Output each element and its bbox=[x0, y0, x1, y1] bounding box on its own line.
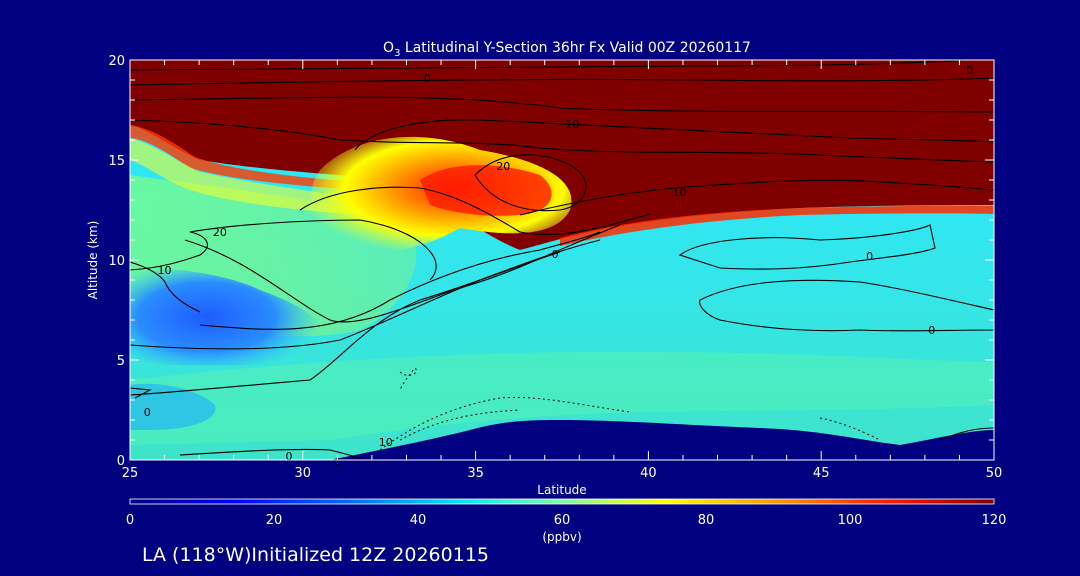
low-ozone-pocket bbox=[130, 268, 322, 366]
colorbar-ticks: 0 20 40 60 80 100 120 bbox=[126, 513, 1007, 528]
colorbar-tick-label: 0 bbox=[126, 513, 134, 528]
footer-initialization-text: LA (118°W)Initialized 12Z 20260115 bbox=[142, 544, 489, 566]
contour-labels: 0 0 10 20 10 20 10 0 0 0 0 0 0 10 bbox=[144, 64, 974, 469]
x-tick-label: 40 bbox=[640, 466, 657, 481]
lower-troposphere-band bbox=[130, 351, 994, 445]
contour-label: 10 bbox=[158, 264, 172, 277]
contour-label: 10 bbox=[673, 186, 687, 199]
contour-label: 0 bbox=[552, 248, 559, 261]
colorbar-tick-label: 80 bbox=[698, 513, 715, 528]
boundary-blue-pocket bbox=[130, 383, 216, 430]
y-tick-label: 5 bbox=[117, 354, 125, 369]
x-tick-label: 50 bbox=[986, 466, 1003, 481]
tropopause-transition bbox=[560, 205, 994, 246]
fold-yellow-fringe bbox=[130, 138, 370, 215]
contour-label: 10 bbox=[565, 118, 579, 131]
contour-label: 0 bbox=[334, 456, 341, 469]
colorbar-tick-label: 120 bbox=[982, 513, 1007, 528]
contour-label: 0 bbox=[928, 324, 935, 337]
x-tick-label: 30 bbox=[295, 466, 312, 481]
colorbar-tick-label: 100 bbox=[838, 513, 863, 528]
colorbar-tick-label: 20 bbox=[266, 513, 283, 528]
contour-label: 20 bbox=[213, 226, 227, 239]
colorbar bbox=[129, 498, 995, 505]
y-tick-label: 15 bbox=[108, 154, 125, 169]
ozone-field bbox=[130, 60, 994, 460]
y-axis-label: Altitude (km) bbox=[86, 221, 100, 300]
x-axis-label: Latitude bbox=[537, 483, 586, 497]
contour-label: 0 bbox=[285, 450, 292, 463]
y-tick-label: 10 bbox=[108, 254, 125, 269]
stratospheric-air bbox=[130, 60, 994, 250]
x-tick-label: 25 bbox=[122, 466, 139, 481]
x-tick-label: 45 bbox=[813, 466, 830, 481]
colorbar-unit-label: (ppbv) bbox=[542, 530, 581, 544]
contour-label: 10 bbox=[379, 436, 393, 449]
contour-label: 0 bbox=[144, 406, 151, 419]
x-axis: 25 30 35 40 45 50 bbox=[122, 60, 1003, 481]
y-tick-label: 0 bbox=[117, 454, 125, 469]
y-axis: 0 5 10 15 20 bbox=[108, 54, 994, 469]
contour-label: 0 bbox=[866, 250, 873, 263]
contour-lines-dashed bbox=[379, 367, 881, 451]
surface-minimum bbox=[330, 420, 994, 460]
x-tick-label: 35 bbox=[467, 466, 484, 481]
colorbar-tick-label: 40 bbox=[410, 513, 427, 528]
contour-label: 0 bbox=[966, 64, 973, 77]
plume-core bbox=[420, 165, 552, 216]
contour-label: 0 bbox=[424, 72, 431, 85]
colorbar-tick-label: 60 bbox=[554, 513, 571, 528]
chart-title: O3 Latitudinal Y-Section 36hr Fx Valid 0… bbox=[383, 40, 751, 59]
contour-label: 20 bbox=[496, 160, 510, 173]
y-tick-label: 20 bbox=[108, 54, 125, 69]
